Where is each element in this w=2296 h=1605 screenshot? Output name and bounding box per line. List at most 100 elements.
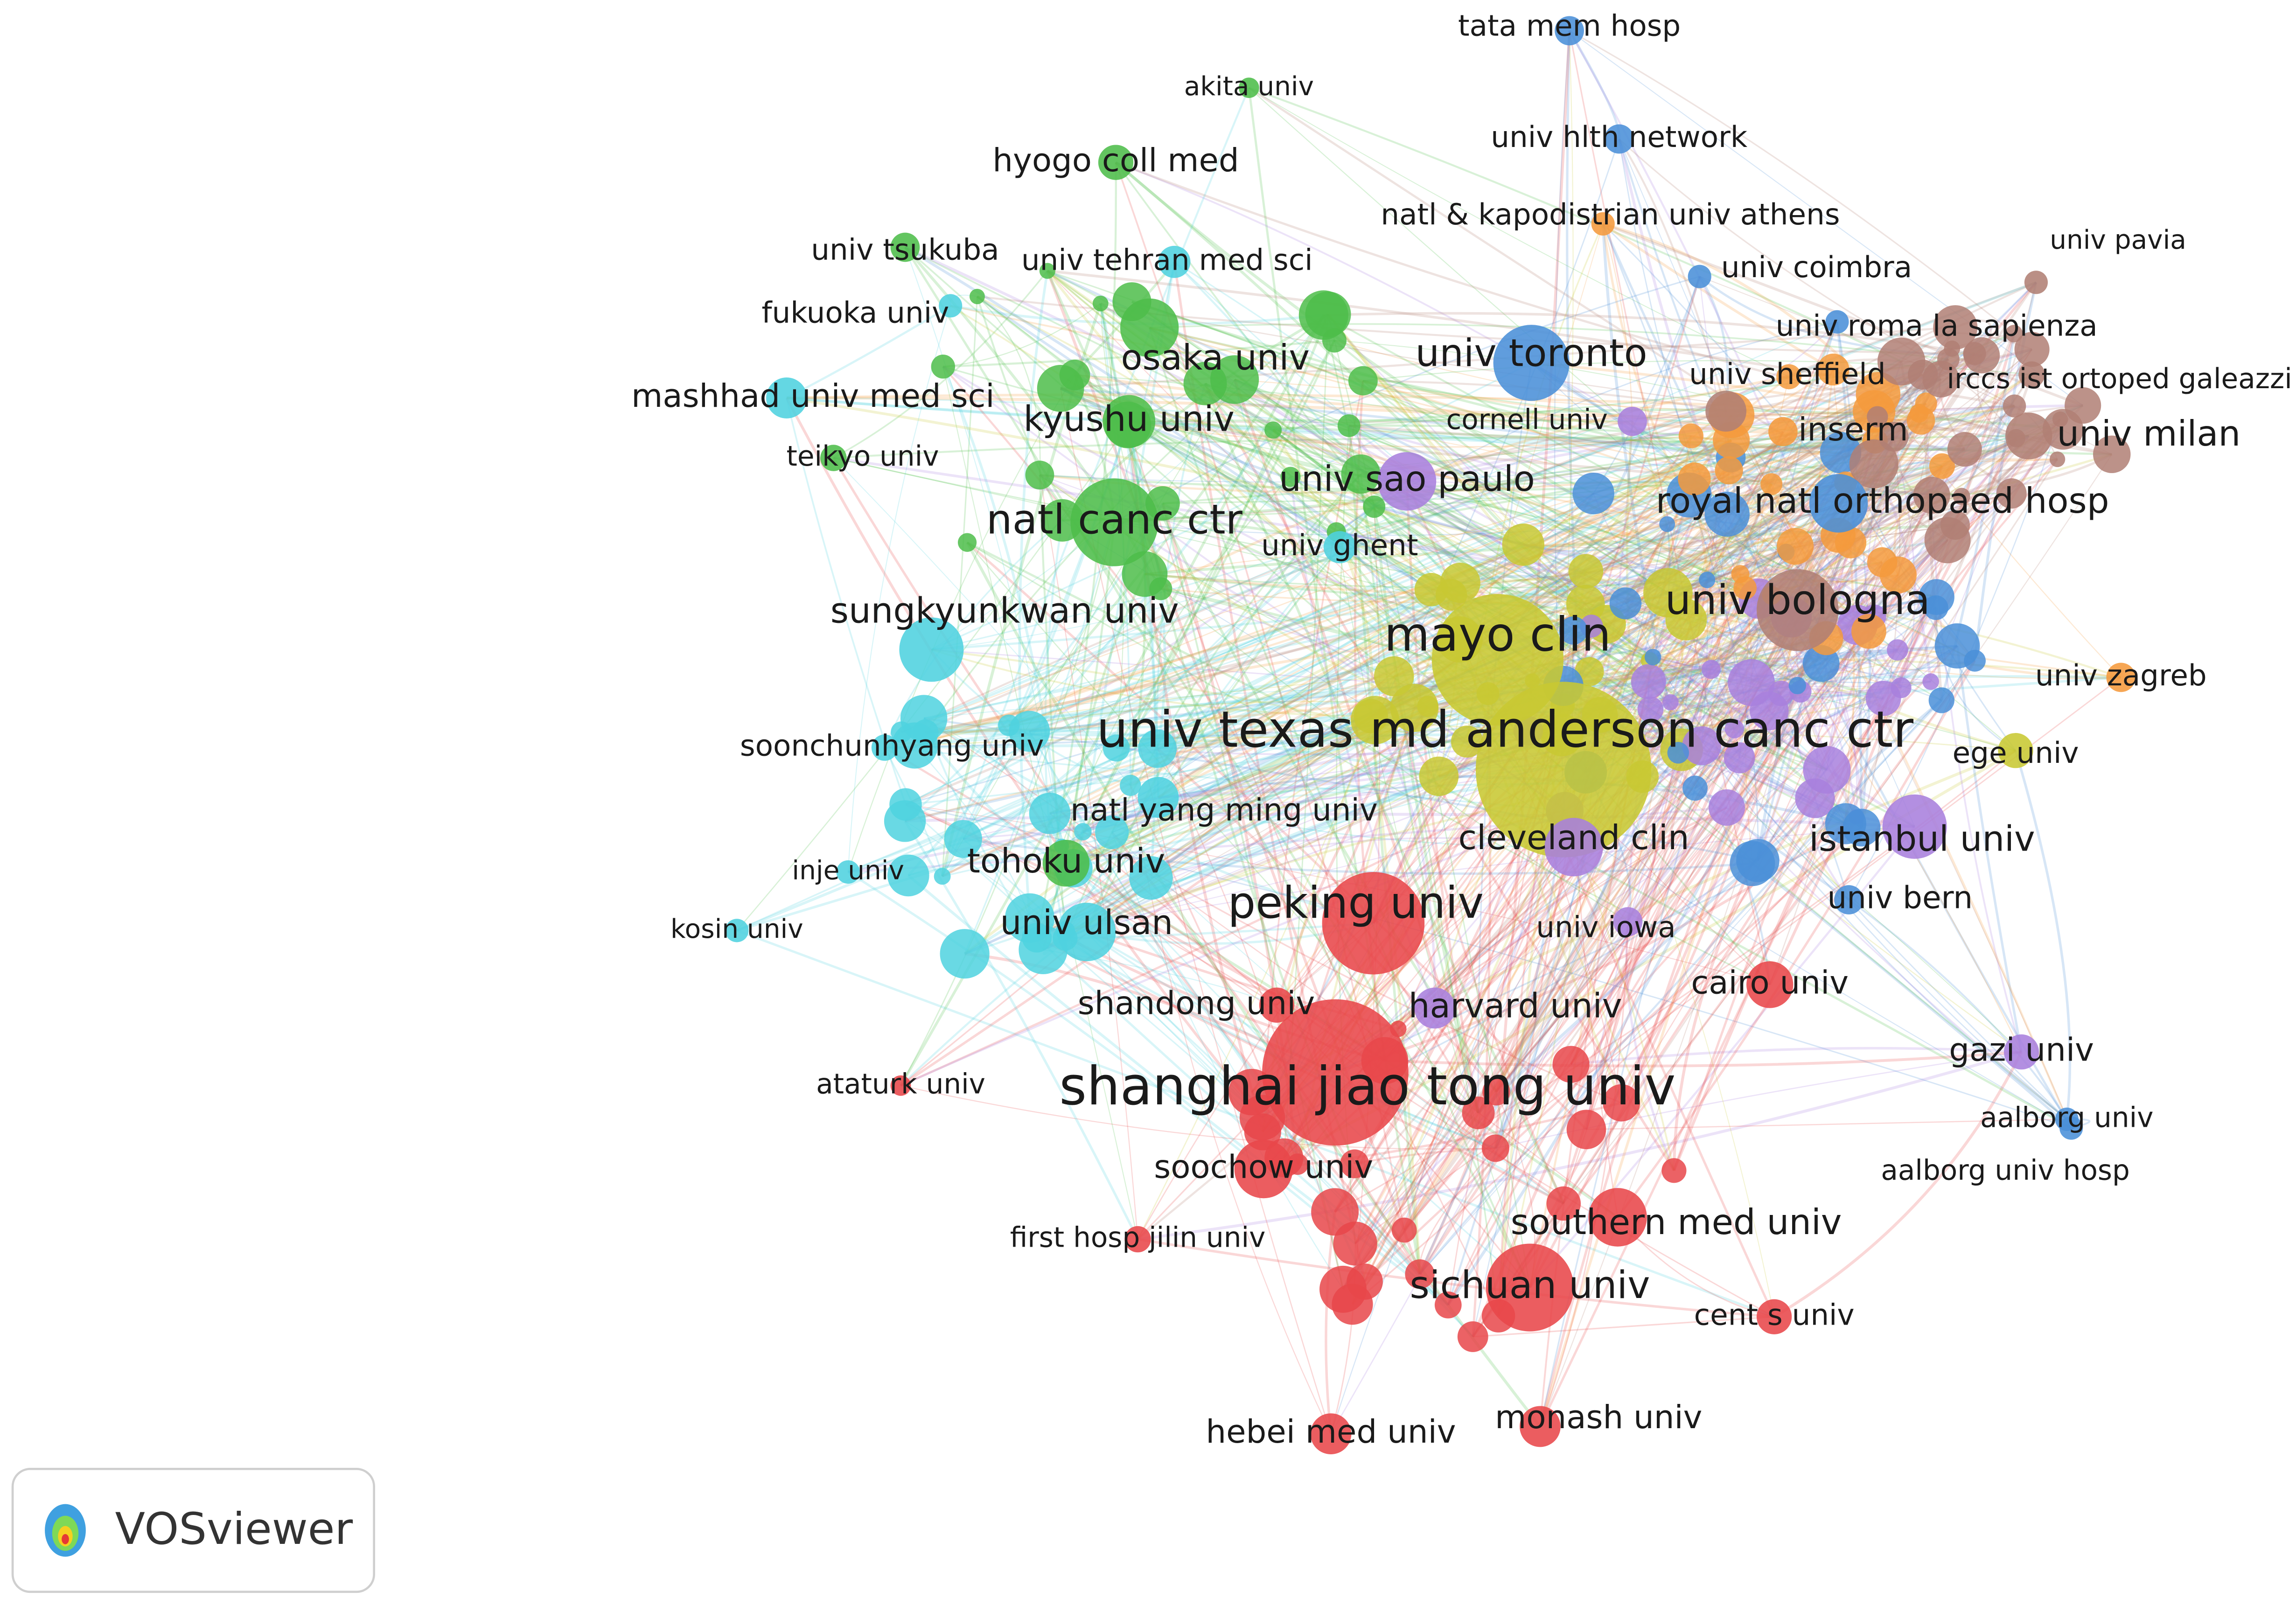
edge [1065,826,1915,932]
edge [1008,469,1730,726]
node-label: univ bologna [1665,576,1930,624]
edge [931,314,1329,650]
node [1603,1084,1640,1122]
edge [923,717,1374,925]
node-label: tata mem hosp [1458,9,1681,43]
edge [967,542,1770,985]
node-label: fukuoka univ [761,295,949,329]
edge [1354,616,1875,1244]
edge [1138,1238,1774,1318]
edge [833,456,1759,600]
edge [942,369,1834,878]
edge [1336,531,1942,701]
node [1098,145,1134,180]
edge [1066,692,1781,865]
node [1724,742,1755,774]
node [1788,677,1806,695]
node [1322,872,1425,975]
edge [1685,619,1741,758]
edge [786,397,1965,451]
edge [1047,270,1770,985]
edge [1263,1102,1622,1171]
edge [1126,425,1166,749]
edge [1670,702,2067,1120]
node [2106,663,2136,692]
edge [1617,660,1976,1218]
edge [1495,574,1741,1149]
node-label: mashhad univ med sci [631,377,994,415]
edge [1334,340,1942,467]
node-label: monash univ [1495,1399,1702,1436]
node [1909,404,1929,423]
node-label: univ bern [1828,880,1973,916]
node-label: aalborg univ [1980,1102,2153,1134]
edge [1065,314,1330,864]
node [1724,719,1744,739]
node [1913,476,1950,514]
node [1803,746,1851,794]
node-label: gazi univ [1949,1032,2094,1069]
edge [1618,139,1770,712]
edge [1234,378,1772,596]
node-label: univ zagreb [2035,658,2207,692]
node-label: mayo clin [1384,607,1611,662]
edge [884,747,1565,812]
node-label: univ ulsan [1000,903,1173,942]
edge [1625,921,1675,1171]
node [1457,1321,1488,1352]
edge [1335,823,1847,1074]
edge [1149,327,1962,498]
node [1933,305,1978,350]
edge [963,710,1770,840]
edge [1158,796,1574,848]
edge [1204,383,1565,1204]
node [1546,1186,1581,1221]
node [1042,839,1090,887]
edge [1601,223,1680,754]
node [1842,809,1881,847]
edge [736,333,2015,932]
edge [1477,699,1943,1114]
node [836,860,860,884]
edge [1369,716,1421,1274]
node [1122,551,1168,597]
node-label: univ ghent [1261,528,1418,562]
edge [931,649,1371,717]
edge [1756,691,1802,861]
edge [1116,581,1461,750]
edge [907,429,1274,877]
node [1662,694,1679,711]
edge [1129,419,1633,423]
edge [1539,416,1878,1427]
edge [1373,506,1480,1113]
edge [1115,161,1703,747]
node [1867,547,1898,578]
node [1486,1243,1574,1332]
node [2049,451,2066,468]
edge [901,281,2037,733]
edge [942,296,978,877]
node [2005,412,2052,460]
edge [848,598,1759,873]
node-label: first hosp jilin univ [1010,1222,1266,1254]
edge [905,820,1263,1132]
logo-text: VOSviewer [115,1504,353,1555]
node [1757,569,1839,651]
edge [1602,223,1746,589]
node [1825,310,1849,334]
edge [1060,387,1731,459]
node [1555,16,1584,46]
node [1138,777,1179,818]
edge [1043,682,1752,951]
edge [1745,377,1790,864]
edge [1693,479,1736,729]
node [890,1075,911,1096]
edge [1075,374,1729,471]
node [1009,711,1050,752]
node-label: cornell univ [1446,404,1607,436]
node-label: osaka univ [1121,337,1310,378]
edge [1272,429,1440,777]
node-label: univ sheffield [1689,357,1885,391]
